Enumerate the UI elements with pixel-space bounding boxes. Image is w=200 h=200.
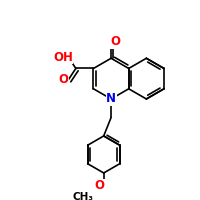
Text: N: N <box>106 92 116 105</box>
Text: O: O <box>59 73 69 86</box>
Text: OH: OH <box>53 51 73 64</box>
Text: CH₃: CH₃ <box>73 192 94 200</box>
Text: O: O <box>94 179 104 192</box>
Text: O: O <box>111 35 121 48</box>
